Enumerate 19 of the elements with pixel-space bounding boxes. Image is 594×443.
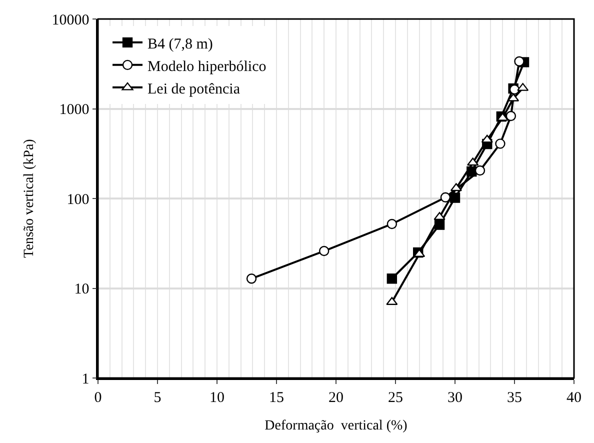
x-tick-label: 20 [328, 390, 344, 406]
y-tick-label: 100 [66, 192, 90, 208]
x-tick-label: 15 [269, 390, 284, 406]
x-tick-label: 30 [448, 390, 462, 406]
y-tick-label: 10 [74, 282, 90, 298]
legend-label: Modelo hiperbólico [148, 58, 266, 75]
x-tick-label: 35 [507, 390, 522, 406]
x-axis-title: Deformação vertical (%) [264, 418, 408, 434]
x-tick-label: 40 [566, 390, 582, 406]
legend-label: B4 (7,8 m) [148, 36, 213, 52]
x-tick-label: 25 [388, 390, 403, 406]
x-tick-label: 5 [154, 390, 162, 406]
y-tick-label: 1 [82, 371, 90, 388]
legend-label: Lei de potência [148, 81, 240, 98]
y-tick-label: 10000 [52, 12, 90, 28]
y-axis-title: Tensão vertical (kPa) [22, 138, 37, 258]
y-tick-label: 1000 [59, 102, 90, 118]
x-tick-label: 0 [94, 390, 102, 406]
x-tick-label: 10 [210, 390, 224, 406]
